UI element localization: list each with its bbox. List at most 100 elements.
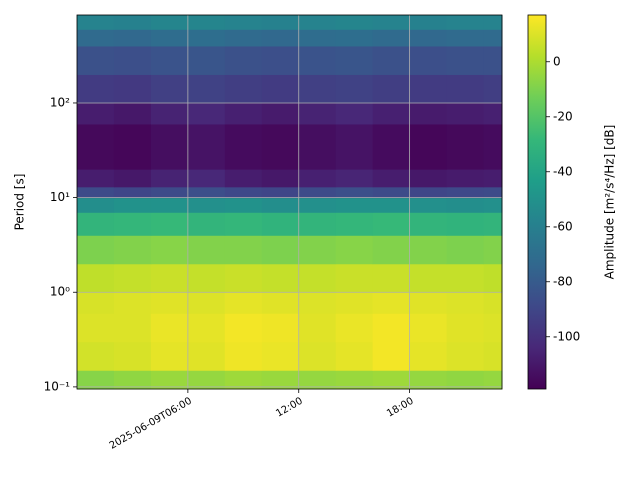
heatmap-cell: [187, 186, 226, 199]
colorbar-tick-label: -60: [553, 219, 573, 233]
heatmap-cell: [372, 292, 411, 314]
y-tick-label: 10⁻¹: [44, 379, 71, 393]
heatmap-cell: [409, 235, 448, 265]
heatmap-cell: [483, 123, 503, 170]
heatmap-cell: [335, 74, 374, 104]
heatmap-cell: [113, 123, 152, 170]
heatmap-cell: [224, 313, 263, 343]
heatmap-cell: [113, 341, 152, 371]
heatmap-cell: [372, 186, 411, 199]
heatmap-cell: [372, 169, 411, 188]
heatmap-cell: [335, 313, 374, 343]
heatmap-cell: [261, 341, 300, 371]
heatmap-cell: [113, 15, 152, 30]
heatmap-cell: [483, 15, 503, 30]
heatmap-cell: [77, 123, 115, 170]
heatmap-cell: [150, 74, 189, 104]
heatmap-cell: [298, 45, 337, 75]
heatmap-cell: [372, 212, 411, 236]
colorbar-tick-label: -20: [553, 109, 573, 123]
heatmap-cell: [372, 313, 411, 343]
heatmap-cell: [113, 370, 152, 390]
heatmap-cell: [224, 123, 263, 170]
heatmap-cell: [224, 292, 263, 314]
heatmap-cell: [298, 341, 337, 371]
y-axis-label: Period [s]: [13, 174, 27, 231]
heatmap-cell: [150, 169, 189, 188]
heatmap-cell: [224, 186, 263, 199]
heatmap-cell: [483, 212, 503, 236]
heatmap-cell: [150, 15, 189, 30]
heatmap-cell: [77, 15, 115, 30]
heatmap-cell: [150, 292, 189, 314]
heatmap-cell: [77, 186, 115, 199]
heatmap-cell: [335, 15, 374, 30]
heatmap-cell: [77, 197, 115, 213]
heatmap-cell: [409, 292, 448, 314]
heatmap-cell: [261, 186, 300, 199]
heatmap-cell: [335, 197, 374, 213]
heatmap-cell: [150, 45, 189, 75]
heatmap-cell: [372, 15, 411, 30]
heatmap-cell: [113, 45, 152, 75]
heatmap-cell: [77, 313, 115, 343]
heatmap-cell: [409, 123, 448, 170]
heatmap-cell: [224, 169, 263, 188]
heatmap-cell: [335, 186, 374, 199]
x-tick-label: 2025-06-09T06:00: [108, 396, 194, 452]
heatmap-cell: [409, 186, 448, 199]
heatmap-cell: [298, 292, 337, 314]
heatmap-cell: [77, 102, 115, 125]
heatmap-cell: [298, 186, 337, 199]
heatmap-cell: [372, 235, 411, 265]
heatmap-cell: [335, 212, 374, 236]
heatmap-cell: [113, 263, 152, 293]
colorbar-tick-label: 0: [553, 54, 561, 68]
heatmap-cell: [261, 102, 300, 125]
heatmap-cell: [261, 45, 300, 75]
heatmap-cell: [113, 102, 152, 125]
heatmap-cell: [77, 29, 115, 47]
heatmap-cell: [77, 370, 115, 390]
heatmap-cell: [335, 263, 374, 293]
heatmap-cell: [446, 123, 485, 170]
heatmap-cell: [409, 341, 448, 371]
heatmap-cell: [372, 74, 411, 104]
heatmap-cell: [409, 313, 448, 343]
heatmap-cell: [77, 212, 115, 236]
heatmap-cell: [446, 45, 485, 75]
heatmap-cell: [113, 292, 152, 314]
heatmap-cell: [150, 102, 189, 125]
heatmap-cell: [298, 123, 337, 170]
heatmap-cell: [298, 235, 337, 265]
y-tick-label: 10⁰: [50, 285, 70, 299]
heatmap-cell: [187, 263, 226, 293]
x-tick-label: 18:00: [385, 396, 415, 420]
heatmap-cell: [409, 15, 448, 30]
x-tick-label: 12:00: [274, 396, 304, 420]
colorbar-tick-label: -100: [553, 329, 580, 343]
heatmap-cell: [483, 370, 503, 390]
heatmap-cell: [150, 186, 189, 199]
heatmap-cell: [261, 313, 300, 343]
heatmap-cell: [187, 74, 226, 104]
heatmap-cell: [224, 235, 263, 265]
heatmap-cell: [113, 197, 152, 213]
heatmap-cell: [409, 263, 448, 293]
heatmap-cell: [298, 29, 337, 47]
heatmap-cell: [187, 15, 226, 30]
heatmap-cell: [77, 235, 115, 265]
heatmap-cell: [224, 197, 263, 213]
heatmap-cell: [372, 123, 411, 170]
heatmap-cell: [113, 235, 152, 265]
heatmap-cell: [77, 263, 115, 293]
heatmap-cell: [446, 169, 485, 188]
heatmap-cell: [335, 123, 374, 170]
heatmap-cell: [446, 212, 485, 236]
heatmap-cell: [483, 102, 503, 125]
colorbar-tick-label: -40: [553, 164, 573, 178]
heatmap-cell: [150, 235, 189, 265]
heatmap-cell: [113, 74, 152, 104]
heatmap-cell: [77, 74, 115, 104]
heatmap-cell: [261, 74, 300, 104]
